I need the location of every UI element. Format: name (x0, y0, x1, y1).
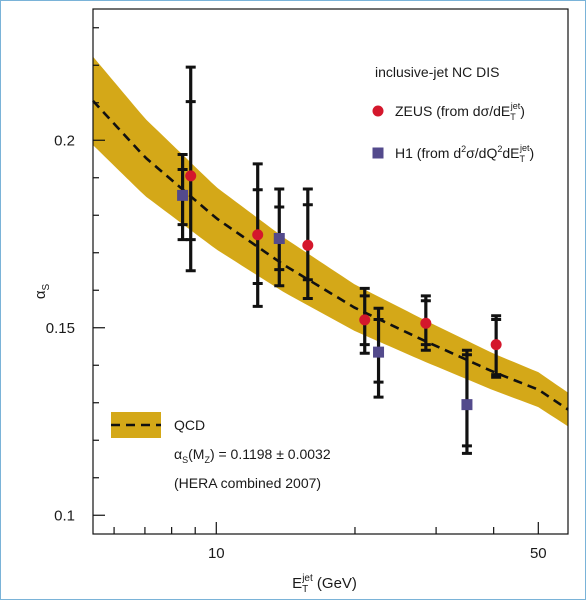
y-tick-label: 0.1 (54, 507, 75, 524)
h1-point (177, 189, 189, 201)
legend-header: inclusive-jet NC DIS (375, 64, 499, 80)
legend-zeus-marker (372, 105, 384, 117)
legend-h1-marker (372, 147, 384, 159)
h1-point (373, 346, 385, 358)
zeus-point (185, 170, 197, 182)
y-axis-label: αS (32, 284, 52, 300)
zeus-point (420, 317, 432, 329)
zeus-point (302, 239, 314, 251)
x-tick-label: 50 (530, 545, 547, 562)
x-axis-label: ETjet (GeV) (292, 573, 357, 595)
zeus-point (359, 314, 371, 326)
qcd-uncertainty-band (93, 56, 568, 427)
zeus-point (490, 339, 502, 351)
x-tick-label: 10 (208, 545, 225, 562)
h1-point (461, 399, 473, 411)
zeus-point (252, 229, 264, 241)
y-tick-label: 0.2 (54, 132, 75, 149)
legend-zeus-label: ZEUS (from dσ/dETjet) (395, 101, 525, 122)
qcd-central-curve (92, 99, 569, 411)
h1-point (273, 233, 285, 244)
y-tick-label: 0.15 (46, 320, 75, 337)
legend-h1-label: H1 (from d2σ/dQ2dETjet) (395, 143, 534, 164)
legend-hera-note: (HERA combined 2007) (174, 475, 321, 491)
legend-qcd-label: QCD (174, 417, 205, 433)
legend-alpha-value: αS(MZ) = 0.1198 ± 0.0032 (174, 446, 331, 465)
plot-frame (92, 8, 569, 535)
